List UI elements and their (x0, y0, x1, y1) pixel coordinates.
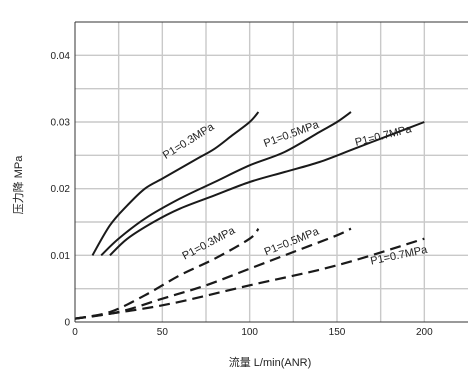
series-line-upper-2 (109, 121, 425, 257)
x-tick-label: 150 (329, 327, 346, 338)
curve-label: P1=0.5MPa (262, 119, 321, 150)
curve-label: P1=0.7MPa (354, 123, 414, 149)
series-line-upper-1 (100, 111, 352, 257)
y-axis-label: 压力降 MPa (11, 155, 25, 215)
y-tick-label: 0 (64, 318, 70, 329)
series-line-lower-5 (74, 237, 425, 320)
x-tick-label: 100 (241, 327, 258, 338)
x-tick-label: 50 (157, 327, 169, 338)
curve-label: P1=0.3MPa (180, 224, 237, 262)
tick-labels: 0 50 100 150 200 0 0.01 0.02 0.03 0.04 (51, 51, 434, 338)
series-line-upper-0 (91, 111, 260, 256)
series-lines (74, 111, 425, 320)
y-tick-label: 0.01 (51, 251, 71, 262)
x-tick-label: 200 (416, 327, 433, 338)
y-tick-label: 0.03 (51, 118, 71, 129)
series-line-lower-3 (74, 227, 260, 320)
plot-frame (74, 21, 468, 323)
grid (75, 22, 468, 322)
x-axis-label: 流量 L/min(ANR) (229, 355, 312, 369)
y-tick-label: 0.04 (51, 51, 71, 62)
series-line-lower-4 (74, 227, 352, 320)
y-tick-label: 0.02 (51, 184, 71, 195)
x-tick-label: 0 (72, 327, 78, 338)
